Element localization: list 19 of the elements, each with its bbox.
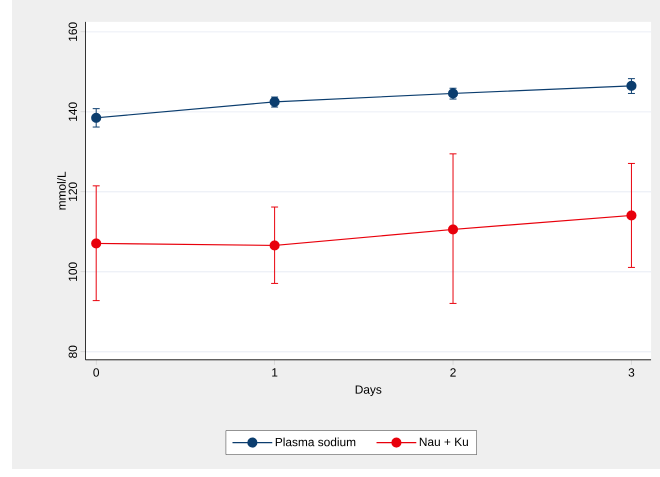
x-tick-label: 0 [93, 368, 100, 377]
x-tick-label: 2 [450, 368, 456, 377]
x-tick-label: 1 [272, 368, 278, 376]
point [626, 210, 637, 220]
point [626, 80, 637, 91]
point [91, 238, 102, 248]
y-tick-label: 120 [68, 182, 78, 201]
x-tick-label: 3 [628, 368, 634, 377]
y-tick-label: 160 [68, 22, 78, 41]
legend-label: Nau + Ku [420, 438, 468, 446]
point [270, 240, 280, 250]
legend-label: Plasma sodium [276, 438, 356, 446]
point [91, 112, 102, 123]
y-axis-title: mmol/L [57, 172, 66, 210]
y-tick-label: 100 [68, 262, 78, 281]
point [448, 224, 458, 234]
y-tick-label: 140 [68, 102, 78, 121]
x-axis-title: Days [356, 385, 382, 396]
y-tick-label: 80 [68, 346, 78, 358]
